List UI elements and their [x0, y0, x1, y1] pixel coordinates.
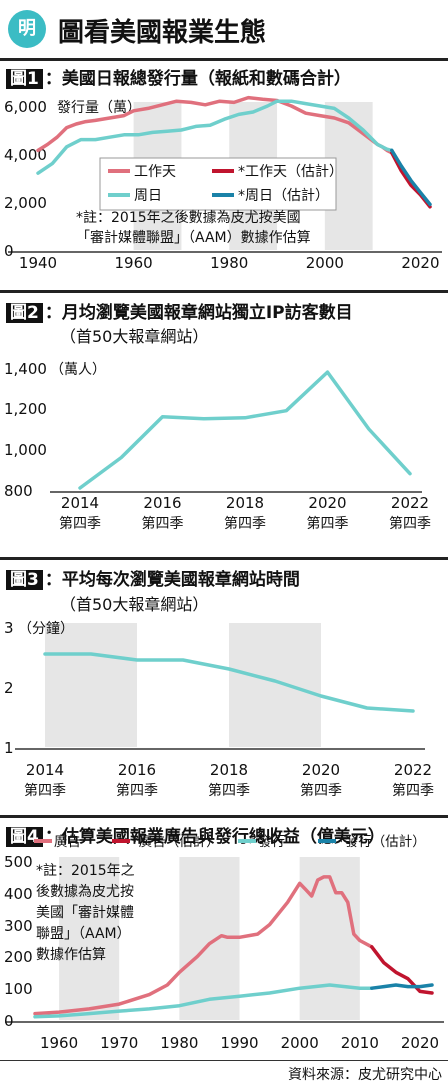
- y-tick-label: 100: [4, 980, 33, 998]
- x-tick-label: 2010: [341, 1034, 379, 1052]
- divider: [0, 815, 448, 818]
- panel2-title: 圖2 ：月均瀏覽美國報章網站獨立IP訪客數目: [6, 298, 353, 323]
- x-tick-label: 1960: [40, 1034, 78, 1052]
- legend-label: *廣告（估計）: [132, 833, 220, 850]
- y-tick-label: 2,000: [4, 194, 47, 212]
- divider: [0, 557, 448, 560]
- y-tick-label: 500: [4, 853, 33, 871]
- annotation-note: 「審計媒體聯盟」（AAM）數據作估算: [76, 230, 311, 246]
- series-line-3: [370, 983, 434, 990]
- annotation-note: 聯盟」（AAM）: [36, 926, 131, 942]
- y-tick-label: 2: [4, 679, 14, 697]
- chart-3: 3 2 1 （分鐘） 2014 第四季 2016 第四季 2018 第四季 2020 第四季 2022 第…: [4, 619, 434, 799]
- x-tick-label: 2022: [394, 761, 432, 779]
- panel3-title: 圖3 ：平均每次瀏覽美國報章網站時間: [6, 565, 300, 590]
- series-line-2: [36, 99, 394, 175]
- x-tick-label: 1980: [210, 254, 248, 272]
- y-axis-label: 發行量（萬）: [57, 100, 141, 116]
- legend-label: *周日（估計）: [238, 188, 329, 204]
- page-title: 圖看美國報業生態: [58, 18, 267, 48]
- legend-label: *工作天（估計）: [238, 164, 343, 180]
- x-tick-label: 2020: [308, 494, 346, 512]
- x-tick-label: 1990: [220, 1034, 258, 1052]
- legend-label: 周日: [134, 188, 162, 204]
- legend-box: [99, 157, 337, 211]
- legend-label: 廣告: [54, 833, 81, 850]
- chart-1: 6,000 4,000 2,000 0 發行量（萬） 1940 1960 1980 2000 20…: [4, 95, 442, 272]
- x-tick-label: 第四季: [116, 782, 158, 799]
- y-tick-label: 1: [4, 739, 14, 757]
- series-line-0: [36, 95, 394, 155]
- shaded-band: [59, 857, 120, 1020]
- chart-2: 1,400 1,200 1,000 800 （萬人） 2014 第四季 2016 第四季 2018…: [4, 360, 431, 532]
- series-line-1: [370, 945, 434, 995]
- legend-label: 發行: [258, 834, 285, 850]
- x-tick-label: 2022: [391, 494, 429, 512]
- annotation-note: 美國「審計媒體: [36, 905, 134, 921]
- legend-label: *發行（估計）: [338, 834, 426, 850]
- shaded-band: [299, 857, 360, 1020]
- annotation-note: *註：2015年之後數據為皮尤按美國: [76, 210, 301, 226]
- series-line-2: [33, 983, 374, 1019]
- y-tick-label: 6,000: [4, 98, 47, 116]
- series-line-0: [78, 370, 412, 490]
- chart-4: 500 400 300 200 100 0 1960 1970 1980 1990 2000 2010…: [4, 833, 444, 1052]
- y-tick-label: 1,000: [4, 441, 47, 459]
- x-tick-label: 2016: [143, 494, 181, 512]
- x-tick-label: 第四季: [24, 782, 66, 799]
- x-tick-label: 第四季: [307, 515, 349, 532]
- panel1-title: 圖1 ：美國日報總發行量（報紙和數碼合計）: [6, 64, 351, 89]
- divider: [0, 290, 448, 293]
- y-tick-label: 1,400: [4, 360, 47, 378]
- logo: 明: [8, 10, 46, 48]
- x-tick-label: 1960: [115, 254, 153, 272]
- x-tick-label: 2016: [118, 761, 156, 779]
- x-tick-label: 1970: [100, 1034, 138, 1052]
- panel2-subtitle: （首50大報章網站）: [60, 327, 209, 346]
- y-axis-label: （萬人）: [50, 362, 106, 378]
- x-tick-label: 2020: [401, 254, 439, 272]
- x-tick-label: 2018: [226, 494, 264, 512]
- annotation-note: 後數據為皮尤按: [36, 884, 134, 900]
- y-tick-label: 800: [4, 482, 33, 500]
- divider: [0, 58, 448, 61]
- header: 明 圖看美國報業生態: [0, 0, 448, 60]
- legend-label: 工作天: [134, 164, 176, 180]
- x-tick-label: 2014: [61, 494, 99, 512]
- source-note: 資料來源：皮尤研究中心: [288, 1067, 442, 1083]
- footer-divider: [0, 1060, 448, 1061]
- x-tick-label: 2000: [306, 254, 344, 272]
- annotation-note: *註：2015年之: [36, 863, 135, 879]
- x-tick-label: 第四季: [389, 515, 431, 532]
- shaded-band: [45, 623, 137, 747]
- x-tick-label: 第四季: [224, 515, 266, 532]
- x-tick-label: 第四季: [142, 515, 184, 532]
- y-tick-label: 1,200: [4, 400, 47, 418]
- x-tick-label: 1940: [19, 254, 57, 272]
- x-tick-label: 第四季: [59, 515, 101, 532]
- y-tick-label: 300: [4, 917, 33, 935]
- x-tick-label: 2014: [26, 761, 64, 779]
- y-tick-label: 0: [4, 242, 14, 260]
- series-line-3: [390, 148, 432, 207]
- y-tick-label: 200: [4, 948, 33, 966]
- y-tick-label: 0: [4, 1012, 14, 1030]
- annotation-note: 數據作估算: [36, 947, 106, 963]
- x-tick-label: 2020: [302, 761, 340, 779]
- y-tick-label: 400: [4, 885, 33, 903]
- y-axis-label: （分鐘）: [18, 620, 74, 637]
- x-tick-label: 2018: [210, 761, 248, 779]
- x-tick-label: 1980: [160, 1034, 198, 1052]
- x-tick-label: 第四季: [392, 782, 434, 799]
- x-tick-label: 2020: [401, 1034, 439, 1052]
- x-tick-label: 2000: [281, 1034, 319, 1052]
- series-line-0: [43, 652, 415, 713]
- y-tick-label: 3: [4, 619, 14, 637]
- panel3-subtitle: （首50大報章網站）: [60, 595, 209, 614]
- shaded-band: [229, 623, 321, 747]
- series-line-0: [33, 875, 374, 1016]
- y-tick-label: 4,000: [4, 146, 47, 164]
- x-tick-label: 第四季: [208, 782, 250, 799]
- x-tick-label: 第四季: [300, 782, 342, 799]
